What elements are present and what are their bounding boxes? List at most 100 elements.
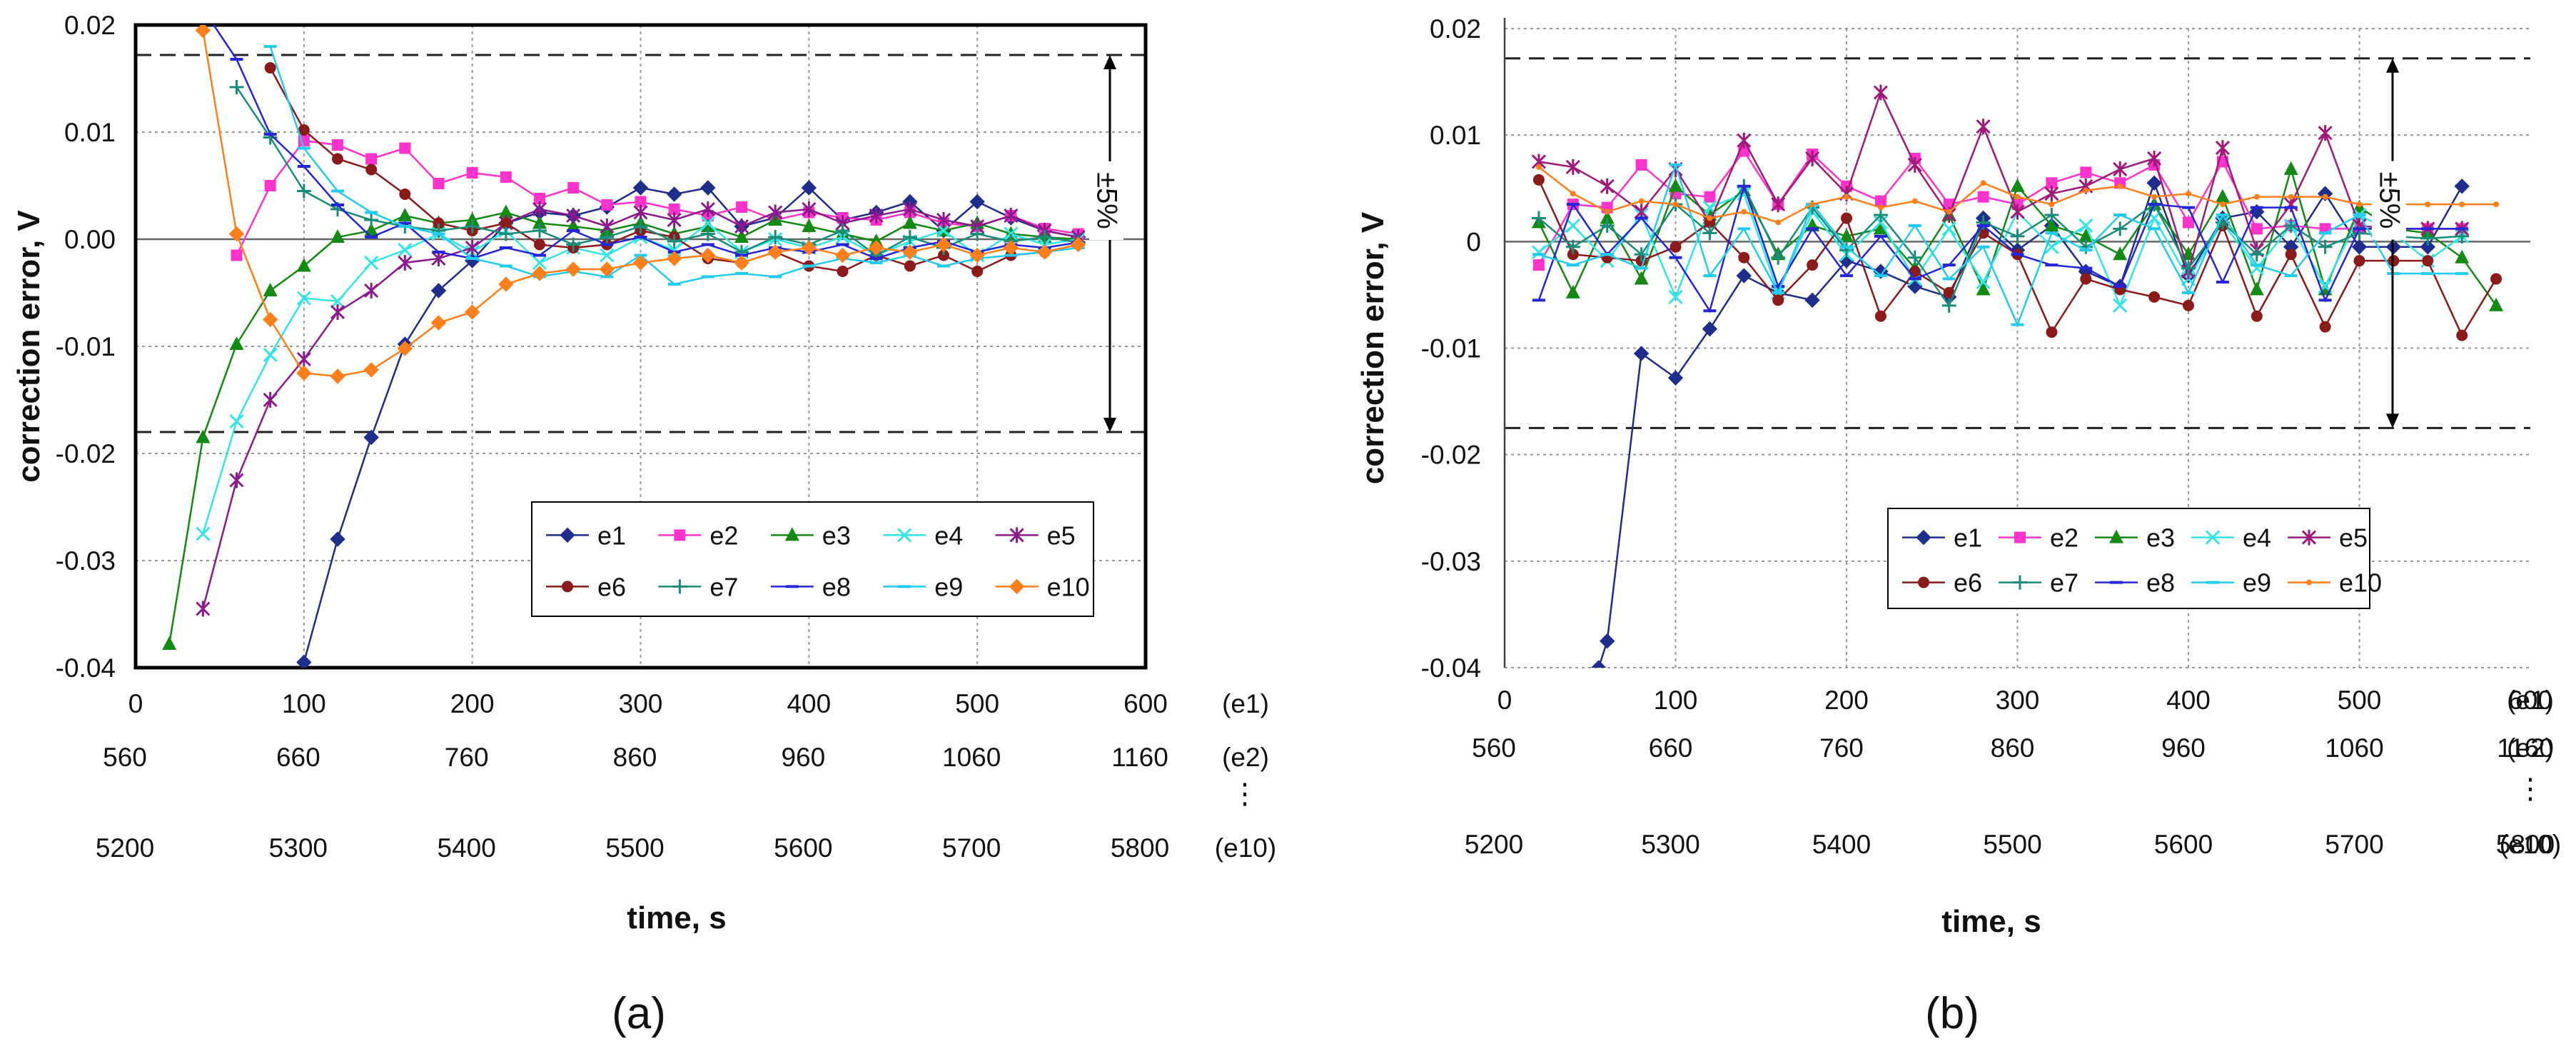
data-point-e2 — [500, 171, 512, 183]
data-point-e10 — [2083, 187, 2089, 194]
data-point-e10 — [464, 304, 480, 320]
data-point-e10 — [902, 244, 918, 260]
data-point-e10 — [2356, 201, 2363, 208]
data-point-e5 — [398, 255, 413, 271]
x-tick-label: 1160 — [2497, 733, 2554, 763]
y-tick-label: 0.01 — [64, 118, 116, 147]
data-point-e5 — [330, 304, 345, 320]
data-point-e10 — [1980, 180, 1986, 186]
data-point-e7 — [1600, 218, 1615, 233]
data-point-e5 — [263, 392, 278, 408]
data-point-e4 — [229, 413, 244, 429]
data-point-e10 — [2493, 201, 2500, 208]
x-tick-label: 760 — [445, 743, 489, 772]
x-tick-label: 1060 — [942, 743, 1001, 772]
data-point-e6 — [2148, 291, 2161, 303]
data-point-e10 — [1844, 194, 1849, 200]
x-tick-label: 5200 — [96, 833, 154, 863]
x-tick-label: 400 — [787, 689, 831, 718]
data-point-e5 — [2010, 204, 2025, 220]
x-tick-label: 660 — [276, 743, 320, 772]
data-point-e6 — [904, 260, 916, 272]
data-point-e5 — [936, 212, 951, 228]
data-point-e2 — [2080, 166, 2092, 179]
panel-label: (b) — [1925, 989, 1979, 1038]
x-tick-label: 5300 — [1641, 830, 1699, 859]
panel-b: ±5% 0.02 0.01 0 -0.01 -0.02 -0.03 -0.04 correcti… — [1355, 14, 2561, 1038]
data-point-e10 — [1570, 191, 1576, 197]
x-tick-label: 5600 — [2154, 830, 2213, 859]
data-point-e1 — [801, 180, 817, 196]
data-point-e10 — [2219, 201, 2226, 208]
data-point-e4 — [532, 255, 547, 271]
data-point-e2 — [635, 196, 647, 208]
data-point-e3 — [263, 283, 278, 296]
band-label-bg — [1089, 161, 1123, 240]
data-point-e5 — [802, 201, 817, 217]
x-tick-label: 560 — [1472, 733, 1516, 763]
data-point-e7 — [667, 234, 682, 249]
data-point-e10 — [565, 261, 581, 277]
legend-label-e7: e7 — [709, 572, 738, 601]
data-point-e10 — [834, 247, 851, 263]
data-point-e7 — [970, 226, 985, 241]
data-point-e7 — [1771, 250, 1786, 265]
band-label: ±5% — [2373, 172, 2405, 229]
data-point-e3 — [1976, 281, 1991, 296]
data-point-e1 — [330, 531, 345, 547]
data-point-e3 — [566, 219, 581, 232]
data-point-e6 — [1943, 286, 1955, 298]
x-tick-label: 5400 — [1812, 830, 1871, 859]
data-point-e1 — [700, 180, 716, 196]
data-point-e6 — [1874, 310, 1886, 322]
data-point-e6 — [2422, 255, 2434, 267]
data-point-e7 — [1941, 298, 1956, 313]
legend-label-e4: e4 — [2243, 523, 2271, 553]
y-tick-label: 0 — [1466, 227, 1481, 256]
data-point-e10 — [2253, 194, 2260, 200]
data-point-e2 — [399, 142, 411, 154]
data-point-e4 — [1565, 218, 1580, 234]
data-point-e10 — [1672, 201, 1679, 208]
data-point-e6 — [332, 153, 343, 165]
legend-marker-e10 — [1009, 578, 1025, 595]
data-point-e5 — [2147, 150, 2162, 166]
series-group — [1531, 84, 2504, 668]
legend-marker-e6 — [562, 581, 573, 593]
data-point-e7 — [498, 226, 513, 241]
data-point-e7 — [700, 226, 715, 241]
x-tick-label: 860 — [1991, 733, 2035, 763]
x-tick-label: 960 — [2161, 733, 2206, 763]
data-point-e7 — [532, 224, 547, 238]
data-point-e5 — [1600, 178, 1615, 194]
data-point-e2 — [2046, 177, 2058, 189]
x-tick-label: 100 — [1654, 686, 1698, 715]
data-point-e4 — [263, 347, 278, 363]
data-point-e10 — [1946, 209, 1952, 215]
data-point-e5 — [2044, 186, 2059, 202]
x-axis-title: time, s — [627, 900, 726, 935]
data-point-e1 — [969, 194, 985, 210]
data-point-e3 — [398, 208, 413, 221]
y-tick-label: 0.02 — [64, 11, 116, 40]
data-point-e7 — [768, 230, 783, 244]
data-point-e3 — [1839, 228, 1854, 242]
data-point-e6 — [971, 266, 984, 277]
data-point-e4 — [1004, 226, 1019, 241]
band-arrowhead-up — [1103, 55, 1116, 69]
legend-label-e10: e10 — [2339, 568, 2382, 598]
data-point-e2 — [1874, 195, 1886, 207]
data-point-e2 — [2183, 216, 2194, 229]
series-group — [162, 25, 1086, 668]
data-point-e7 — [1702, 226, 1717, 241]
data-point-e7 — [431, 224, 446, 238]
data-point-e2 — [365, 153, 378, 165]
y-tick-label: -0.01 — [56, 332, 116, 361]
data-point-e2 — [1635, 159, 1647, 171]
legend-label-e6: e6 — [597, 572, 626, 601]
data-point-e2 — [433, 178, 445, 189]
x-tick-label: 200 — [1824, 686, 1869, 715]
data-point-e4 — [600, 248, 615, 263]
data-point-e10 — [599, 261, 615, 277]
data-point-e4 — [196, 526, 211, 541]
